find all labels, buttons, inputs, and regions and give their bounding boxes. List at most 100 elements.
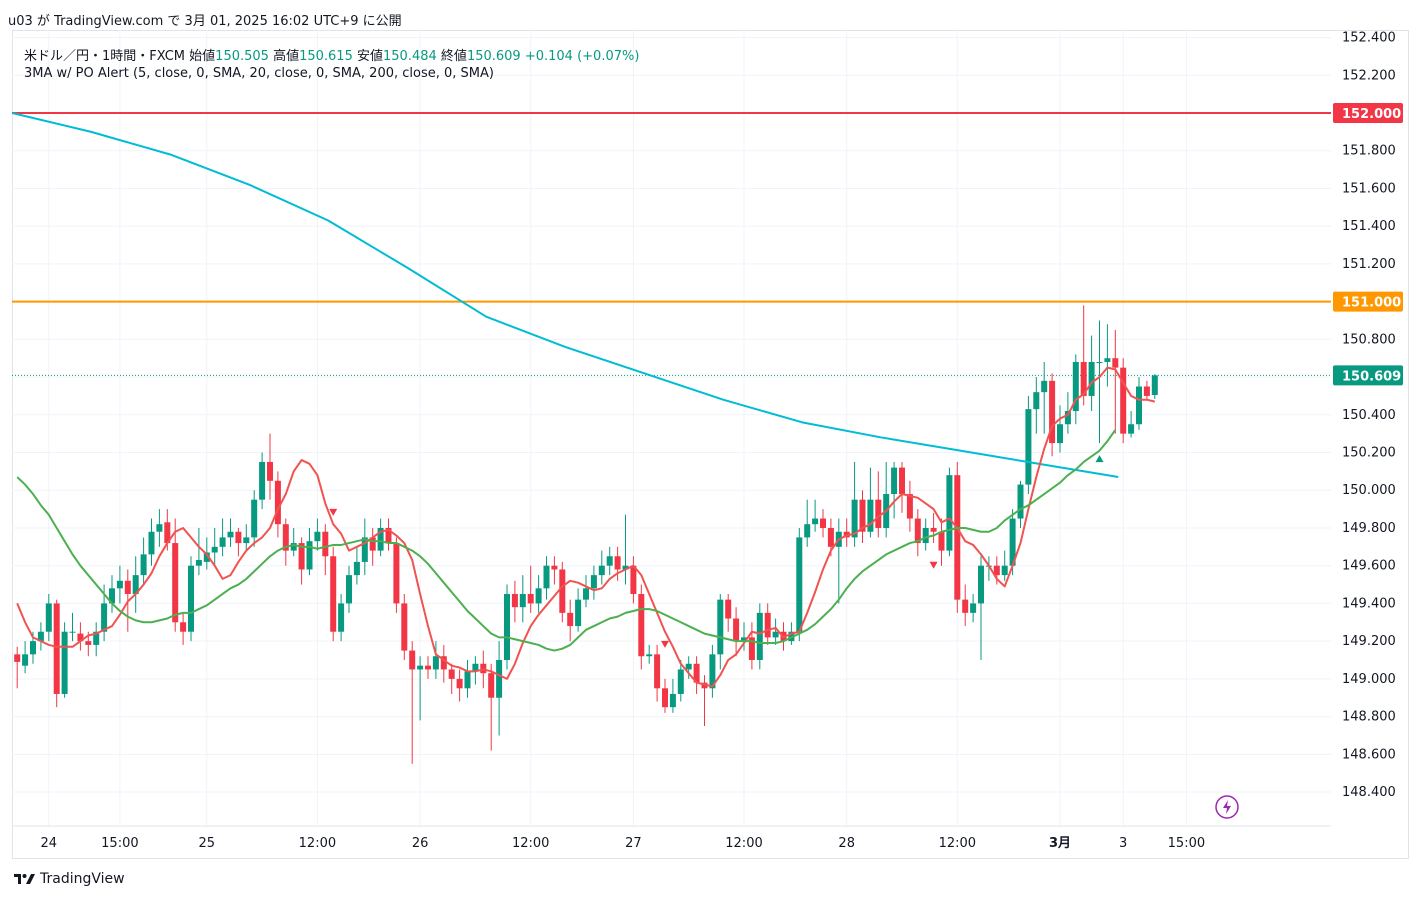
candle-body[interactable] bbox=[1025, 409, 1032, 485]
candle-body[interactable] bbox=[1064, 411, 1071, 425]
candle-body[interactable] bbox=[164, 522, 171, 544]
candle-body[interactable] bbox=[148, 531, 155, 555]
candle-body[interactable] bbox=[938, 531, 945, 551]
candle-body[interactable] bbox=[1143, 386, 1150, 396]
candle-body[interactable] bbox=[101, 603, 108, 632]
candle-body[interactable] bbox=[993, 565, 1000, 576]
candle-body[interactable] bbox=[290, 543, 297, 551]
symbol-label[interactable]: 米ドル／円・1時間・FXCM bbox=[24, 49, 186, 64]
candle-body[interactable] bbox=[1088, 361, 1095, 396]
candle-body[interactable] bbox=[567, 612, 574, 627]
candle-body[interactable] bbox=[109, 588, 115, 604]
candle-body[interactable] bbox=[693, 663, 700, 683]
candle-body[interactable] bbox=[282, 524, 289, 551]
candle-body[interactable] bbox=[409, 650, 416, 670]
candle-body[interactable] bbox=[851, 499, 858, 538]
candle-body[interactable] bbox=[338, 603, 345, 632]
candle-body[interactable] bbox=[14, 654, 21, 662]
candle-body[interactable] bbox=[930, 527, 937, 532]
candle-body[interactable] bbox=[685, 663, 692, 670]
candle-body[interactable] bbox=[1001, 565, 1008, 576]
candle-body[interactable] bbox=[425, 665, 431, 670]
candle-body[interactable] bbox=[195, 560, 202, 566]
candle-body[interactable] bbox=[978, 565, 984, 604]
candle-body[interactable] bbox=[361, 537, 368, 562]
candle-body[interactable] bbox=[970, 603, 977, 613]
candle-body[interactable] bbox=[741, 637, 747, 642]
candle-body[interactable] bbox=[511, 593, 518, 608]
candle-body[interactable] bbox=[638, 593, 645, 657]
candle-body[interactable] bbox=[464, 671, 471, 689]
candle-body[interactable] bbox=[1112, 358, 1119, 368]
candle-body[interactable] bbox=[1009, 518, 1016, 566]
candle-body[interactable] bbox=[891, 467, 898, 495]
candle-body[interactable] bbox=[219, 537, 226, 547]
candle-body[interactable] bbox=[906, 494, 913, 519]
candle-body[interactable] bbox=[393, 543, 400, 604]
candle-body[interactable] bbox=[914, 518, 921, 544]
candle-body[interactable] bbox=[827, 527, 834, 547]
candle-body[interactable] bbox=[590, 575, 597, 589]
candle-body[interactable] bbox=[1057, 424, 1063, 444]
candle-body[interactable] bbox=[45, 603, 52, 632]
candle-body[interactable] bbox=[203, 552, 210, 562]
candle-body[interactable] bbox=[377, 527, 384, 551]
candle-body[interactable] bbox=[646, 654, 653, 657]
candle-body[interactable] bbox=[401, 603, 408, 651]
candle-body[interactable] bbox=[527, 593, 534, 604]
candle-body[interactable] bbox=[535, 588, 542, 604]
candle-body[interactable] bbox=[472, 663, 479, 672]
candle-body[interactable] bbox=[796, 537, 803, 632]
candle-body[interactable] bbox=[946, 475, 953, 551]
candle-body[interactable] bbox=[69, 631, 76, 633]
candle-body[interactable] bbox=[259, 461, 266, 500]
candle-body[interactable] bbox=[559, 569, 566, 613]
candle-body[interactable] bbox=[630, 565, 637, 594]
candle-body[interactable] bbox=[1041, 380, 1048, 393]
candle-body[interactable] bbox=[448, 669, 455, 679]
candle-body[interactable] bbox=[677, 669, 684, 694]
candle-body[interactable] bbox=[306, 541, 313, 570]
candle-body[interactable] bbox=[172, 543, 179, 623]
candle-body[interactable] bbox=[669, 693, 676, 708]
candle-body[interactable] bbox=[804, 524, 811, 538]
candle-body[interactable] bbox=[30, 641, 36, 655]
candle-body[interactable] bbox=[235, 531, 242, 544]
candle-body[interactable] bbox=[551, 565, 558, 570]
candle-body[interactable] bbox=[353, 561, 360, 576]
candle-body[interactable] bbox=[188, 565, 194, 632]
candle-body[interactable] bbox=[496, 660, 503, 698]
candle-body[interactable] bbox=[432, 656, 439, 670]
candle-body[interactable] bbox=[543, 565, 550, 589]
candle-body[interactable] bbox=[709, 654, 716, 689]
candle-body[interactable] bbox=[614, 556, 621, 570]
candle-body[interactable] bbox=[330, 556, 337, 632]
candle-body[interactable] bbox=[1104, 358, 1111, 362]
candle-body[interactable] bbox=[251, 499, 258, 538]
candle-body[interactable] bbox=[1128, 424, 1135, 434]
candle-body[interactable] bbox=[140, 554, 147, 576]
candle-body[interactable] bbox=[733, 618, 740, 642]
candle-body[interactable] bbox=[954, 475, 961, 600]
indicator-legend[interactable]: 3MA w/ PO Alert (5, close, 0, SMA, 20, c… bbox=[24, 66, 494, 81]
candle-body[interactable] bbox=[1136, 386, 1142, 425]
candle-body[interactable] bbox=[156, 524, 163, 532]
candle-body[interactable] bbox=[1033, 392, 1040, 410]
indicator-label[interactable]: 3MA w/ PO Alert (5, close, 0, SMA, 20, c… bbox=[24, 66, 494, 81]
candle-body[interactable] bbox=[456, 678, 463, 689]
candle-body[interactable] bbox=[598, 565, 605, 576]
candle-body[interactable] bbox=[717, 599, 724, 655]
candle-body[interactable] bbox=[369, 537, 376, 551]
candle-body[interactable] bbox=[322, 531, 329, 557]
candle-body[interactable] bbox=[654, 654, 661, 689]
candle-body[interactable] bbox=[124, 580, 131, 594]
candle-body[interactable] bbox=[274, 480, 281, 525]
candle-body[interactable] bbox=[243, 537, 250, 544]
candle-body[interactable] bbox=[725, 599, 732, 619]
candle-body[interactable] bbox=[867, 499, 874, 532]
candle-body[interactable] bbox=[748, 637, 755, 661]
candle-body[interactable] bbox=[440, 656, 447, 670]
candle-body[interactable] bbox=[772, 631, 779, 638]
candle-body[interactable] bbox=[314, 531, 321, 542]
